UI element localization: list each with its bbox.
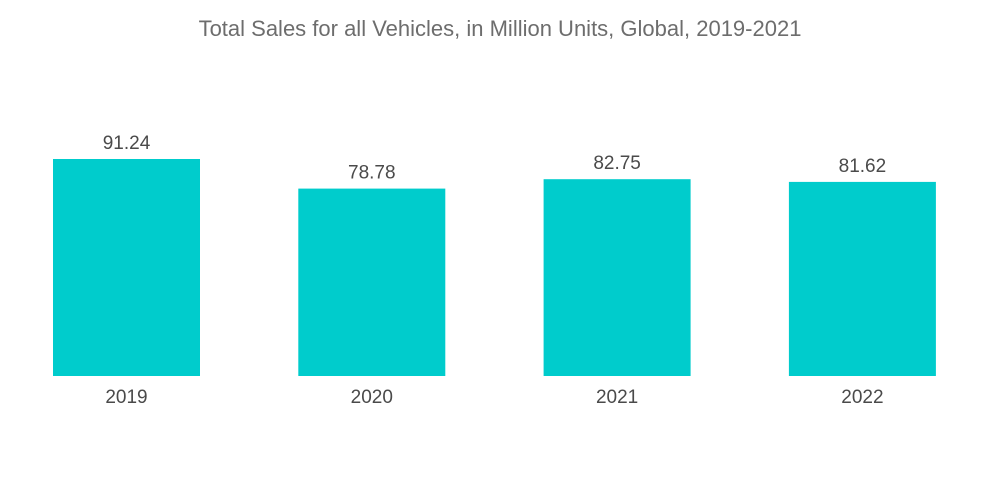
- data-label-2021: 82.75: [593, 153, 641, 174]
- chart-title: Total Sales for all Vehicles, in Million…: [198, 16, 802, 41]
- x-tick-2019: 2019: [105, 387, 147, 408]
- x-axis-ticks: 2019 2020 2021 2022: [105, 387, 883, 408]
- bar-2021: [543, 179, 691, 376]
- data-label-2019: 91.24: [103, 133, 151, 154]
- data-labels-layer: 91.24 78.78 82.75 81.62: [103, 133, 886, 184]
- bar-2022: [788, 181, 936, 376]
- bar-2019: [53, 159, 200, 376]
- data-label-2020: 78.78: [348, 163, 396, 184]
- bars-layer: [53, 159, 936, 376]
- x-tick-2021: 2021: [596, 387, 638, 408]
- x-tick-2022: 2022: [841, 387, 883, 408]
- x-tick-2020: 2020: [351, 387, 393, 408]
- data-label-2022: 81.62: [839, 156, 887, 177]
- bar-2020: [298, 188, 446, 376]
